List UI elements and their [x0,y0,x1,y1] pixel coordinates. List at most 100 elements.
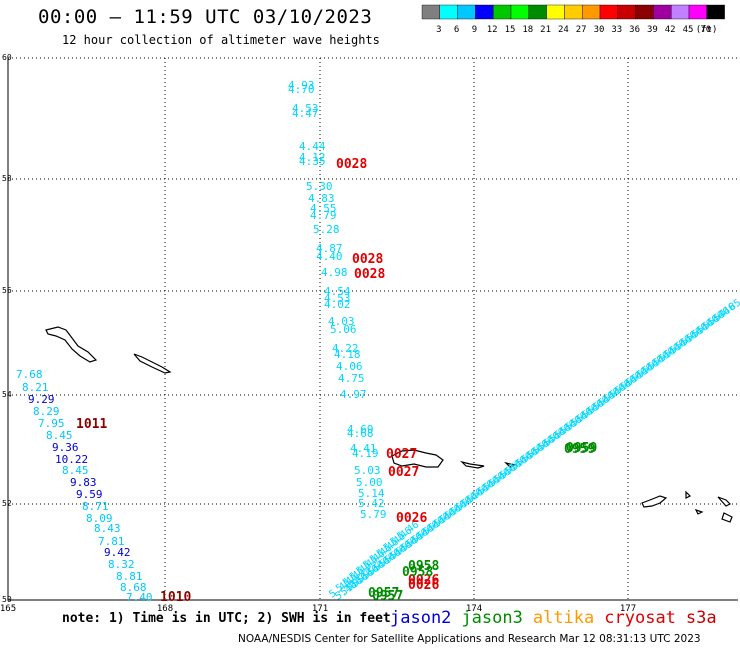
swh-reading-cyan: 4.79 [310,209,337,222]
lon-tick-label: 177 [620,604,636,614]
swh-reading-blue: 9.59 [76,488,103,501]
swh-reading-cyan: 4.69 [347,423,374,436]
coastline [133,353,172,374]
lat-tick-label: 52 [2,499,12,508]
legend-label: 18 [522,25,533,35]
satellite-name: altika [532,608,595,628]
swh-reading-cyan: 4.75 [338,372,365,385]
legend-label: 70 [700,25,711,35]
pass-time-label: 0958 [402,565,433,580]
legend-label: 15 [505,25,516,35]
legend-label: 36 [629,25,640,35]
swh-reading-cyan: 4.83 [308,192,335,205]
pass-time-label: 1010 [160,590,191,605]
swh-reading-cyan: 4.47 [292,107,319,120]
pass-time-label: 0957 [372,589,403,604]
coastline [685,490,692,499]
swh-reading-cyan: 4.68 [347,427,374,440]
legend-label: 27 [576,25,587,35]
legend-label: 39 [647,25,658,35]
swh-reading-blue: 8.71 [82,500,109,513]
footer-note: note: 1) Time is in UTC; 2) SWH is in fe… [62,611,391,626]
swh-reading-cyan: 4.55 [310,202,337,215]
swh-reading-cyan: 4.19 [352,447,379,460]
swh-reading-cyan: 4.41 [350,442,377,455]
pass-time-label: 0958 [408,559,439,574]
lon-tick-label: 171 [312,604,328,614]
swh-reading-blue: 8.43 [94,522,121,535]
swh-reading-cyan: 5.03 [354,464,381,477]
swh-reading-cyan: 5.28 [313,223,340,236]
lon-tick-label: 174 [466,604,482,614]
swh-reading-blue: 8.32 [108,558,135,571]
satellite-name: jason3 [461,608,523,628]
credit-line: NOAA/NESDIS Center for Satellite Applica… [238,633,701,645]
swh-reading-cyan: 4.54 [324,285,351,298]
coastline [391,449,444,468]
pass-time-label: 0959 [564,442,595,457]
swh-reading-blue: 9.83 [70,476,97,489]
swh-reading-cyan: 4.93 [288,79,315,92]
pass-time-label: 0028 [336,157,367,172]
swh-reading-blue: 8.45 [46,429,73,442]
satellite-name: jason2 [390,608,452,628]
swh-reading-cyan: 4.98 [321,266,348,279]
legend-label: 24 [558,25,569,35]
swh-reading-cyan: 4.40 [316,250,343,263]
pass-time-label: 0027 [386,447,417,462]
legend-label: 12 [487,25,498,35]
pass-time-label: 0957 [368,586,399,601]
swh-reading-cyan: 5.42 [358,497,385,510]
legend-swatch [706,4,725,20]
swh-reading-cyan: 4.97 [340,388,367,401]
coastline [45,326,98,363]
swh-reading-blue: 8.81 [116,570,143,583]
swh-reading-blue: 8.29 [33,405,60,418]
swh-reading-blue: 9.36 [52,441,79,454]
swh-reading-blue: 8.68 [120,581,147,594]
swh-reading-cyan: 5.00 [356,476,383,489]
coastline [504,461,516,468]
satellite-legend: jason2 jason3 altika cryosat s3a [390,608,727,628]
swh-reading-cyan: 4.87 [316,242,343,255]
satellite-name: cryosat [604,608,676,628]
legend-label: 9 [472,25,477,35]
pass-time-label: 0027 [388,465,419,480]
lat-tick-label: 50 [2,595,12,604]
swh-reading-cyan: 4.03 [328,315,355,328]
swh-reading-cyan: 4.44 [299,140,326,153]
legend-label: 42 [665,25,676,35]
page-subtitle: 12 hour collection of altimeter wave hei… [62,33,380,47]
page-title: 00:00 – 11:59 UTC 03/10/2023 [38,6,373,28]
legend-label: 45 [683,25,694,35]
pass-time-label: 0028 [354,267,385,282]
coastline [717,496,732,507]
swh-reading-cyan: 5.06 [330,323,357,336]
pass-time-label: 0026 [408,578,439,593]
swh-reading-cyan: 4.35 [299,155,326,168]
satellite-name: s3a [685,608,717,628]
legend-label: 3 [436,25,441,35]
swh-reading-blue: 7.40 [126,591,153,604]
lat-tick-label: 54 [2,390,12,399]
swh-reading-cyan: 4.53 [324,292,351,305]
swh-reading-blue: 7.95 [38,417,65,430]
swh-reading-cyan: 4.70 [288,83,315,96]
swh-reading-blue: 8.45 [62,464,89,477]
lat-tick-label: 56 [2,286,12,295]
pass-time-label: 0026 [408,573,439,588]
swh-reading-cyan: 5.30 [306,180,333,193]
swh-reading-cyan: 5.14 [358,487,385,500]
legend-unit: (ft) [696,25,718,35]
legend-label: 33 [611,25,622,35]
color-legend: 3 6 9 12 15 18 21 24 27 30 33 36 39 42 45 70(ft) [421,4,725,35]
swh-reading-cyan: 4.18 [334,348,361,361]
lon-tick-label: 168 [157,604,173,614]
legend-label: 30 [594,25,605,35]
pass-time-label: 0026 [396,511,427,526]
lat-tick-label: 58 [2,174,12,183]
swh-reading-cyan: 4.53 [292,102,319,115]
coastline [721,512,733,523]
coastline [641,495,668,508]
